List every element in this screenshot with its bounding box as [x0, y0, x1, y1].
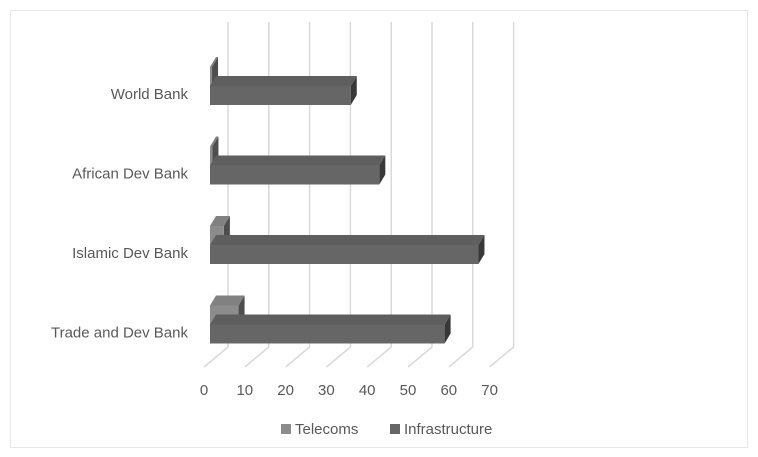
bar-telecoms [210, 146, 213, 166]
legend-label: Infrastructure [404, 421, 492, 438]
gridline-floor [244, 346, 270, 368]
gridline-floor [489, 346, 515, 368]
gridline-floor [366, 346, 392, 368]
bar-telecoms-side [212, 136, 219, 166]
bar-infrastructure-top [210, 235, 485, 245]
bar-telecoms-top [210, 216, 230, 226]
bar-infrastructure-top [210, 155, 386, 166]
x-tick-label: 70 [481, 382, 498, 399]
legend-swatch [281, 424, 291, 434]
gridline-floor [203, 346, 229, 368]
bar-infrastructure [210, 86, 351, 105]
bar-telecoms-top [210, 57, 219, 67]
x-tick-label: 10 [236, 382, 253, 399]
bar-telecoms-side [212, 57, 219, 86]
bar-infrastructure-side [444, 314, 451, 344]
bar-infrastructure-top [210, 76, 357, 86]
x-tick-label: 20 [277, 382, 294, 399]
bars [210, 57, 485, 344]
bar-telecoms-top [210, 136, 219, 147]
category-label: African Dev Bank [72, 166, 188, 183]
bar-infrastructure [210, 324, 445, 344]
bar-telecoms [210, 67, 213, 86]
bar-infrastructure [210, 245, 479, 264]
gridline-floor [448, 346, 474, 368]
gridline-floor [285, 346, 311, 368]
x-tick-label: 0 [200, 382, 208, 399]
category-label: World Bank [111, 86, 189, 103]
chart-border [10, 10, 748, 448]
x-tick-label: 50 [400, 382, 417, 399]
bar-infrastructure-side [478, 235, 485, 264]
x-tick-label: 60 [440, 382, 457, 399]
x-tick-label: 30 [318, 382, 335, 399]
category-label: Islamic Dev Bank [72, 245, 188, 262]
category-label: Trade and Dev Bank [51, 325, 189, 342]
bar-telecoms-top [210, 295, 245, 306]
bar-infrastructure-side [379, 155, 386, 185]
bar-infrastructure-side [350, 76, 357, 105]
bar-infrastructure [210, 165, 380, 185]
x-tick-label: 40 [359, 382, 376, 399]
gridline-floor [325, 346, 351, 368]
gridline-floor [407, 346, 433, 368]
legend-swatch [390, 424, 400, 434]
bar-infrastructure-top [210, 314, 451, 325]
legend-label: Telecoms [295, 421, 358, 438]
